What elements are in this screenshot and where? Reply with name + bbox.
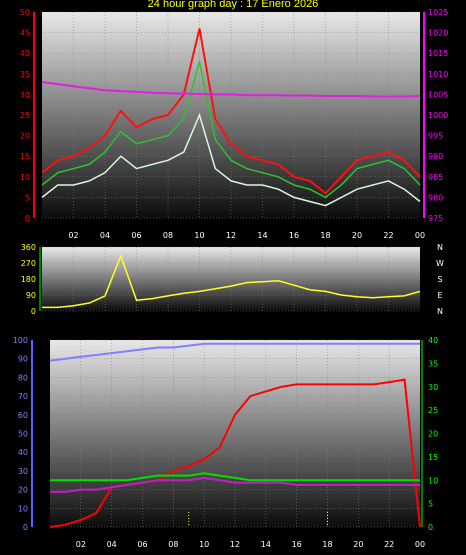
humidity-y-tick-label: 90 — [18, 355, 28, 364]
wind-x-tick-label: 10 — [194, 231, 204, 240]
rain-x-tick-label: 10 — [199, 540, 209, 549]
rain-x-tick-label: 06 — [137, 540, 147, 549]
temp-y-tick-label: 10 — [428, 476, 438, 485]
direction-y-tick-label: 0 — [31, 307, 36, 316]
rain-x-tick-label: 20 — [353, 540, 363, 549]
wind-y-tick-label: 15 — [20, 152, 30, 161]
pressure-y-tick-label: 980 — [428, 193, 443, 202]
temp-y-tick-label: 5 — [428, 500, 433, 509]
humidity-y-tick-label: 50 — [18, 430, 28, 439]
humidity-y-tick-label: 80 — [18, 373, 28, 382]
temp-y-tick-label: 0 — [428, 523, 433, 532]
wind-x-tick-label: 04 — [100, 231, 110, 240]
rain-x-tick-label: 00 — [415, 540, 425, 549]
direction-y-tick-label: 90 — [26, 291, 36, 300]
wind-x-tick-label: 12 — [226, 231, 236, 240]
temp-y-tick-label: 40 — [428, 336, 438, 345]
wind-x-tick-label: 18 — [320, 231, 330, 240]
rain-x-tick-label: 18 — [322, 540, 332, 549]
rain-x-tick-label: 08 — [168, 540, 178, 549]
wind-y-tick-label: 10 — [20, 173, 30, 182]
compass-letter: N — [437, 307, 443, 316]
series-temp — [50, 472, 420, 482]
chart-title: 24 hour graph day : 17 Enero 2026 — [147, 0, 319, 10]
wind-y-tick-label: 5 — [25, 193, 30, 202]
series-direction — [42, 253, 421, 309]
pressure-y-tick-label: 975 — [428, 214, 443, 223]
temp-y-tick-label: 30 — [428, 383, 438, 392]
wind-y-tick-label: 20 — [20, 132, 30, 141]
humidity-y-tick-label: 60 — [18, 411, 28, 420]
series-speed — [41, 112, 421, 207]
pressure-y-tick-label: 985 — [428, 173, 443, 182]
series-pressure — [41, 81, 421, 98]
wind-x-tick-label: 20 — [352, 231, 362, 240]
rain-x-tick-label: 16 — [292, 540, 302, 549]
pressure-y-tick-label: 1005 — [428, 90, 448, 99]
compass-letter: N — [437, 243, 443, 252]
rain-x-tick-label: 14 — [261, 540, 271, 549]
wind-x-tick-label: 22 — [383, 231, 393, 240]
compass-letter: W — [436, 259, 444, 268]
humidity-y-tick-label: 40 — [18, 448, 28, 457]
series-avg — [41, 61, 421, 199]
temp-y-tick-label: 15 — [428, 453, 438, 462]
wind-x-tick-label: 14 — [257, 231, 267, 240]
rain-x-tick-label: 02 — [76, 540, 86, 549]
pressure-y-tick-label: 1010 — [428, 70, 448, 79]
temp-y-tick-label: 20 — [428, 430, 438, 439]
wind-y-tick-label: 45 — [20, 29, 30, 38]
humidity-y-tick-label: 70 — [18, 392, 28, 401]
compass-letter: E — [437, 291, 442, 300]
wind-y-tick-label: 30 — [20, 90, 30, 99]
rain-x-tick-label: 12 — [230, 540, 240, 549]
wind-y-tick-label: 35 — [20, 70, 30, 79]
wind-y-tick-label: 25 — [20, 111, 30, 120]
wind-y-tick-label: 0 — [25, 214, 30, 223]
wind-x-tick-label: 00 — [415, 231, 425, 240]
humidity-y-tick-label: 30 — [18, 467, 28, 476]
temp-y-tick-label: 25 — [428, 406, 438, 415]
compass-letter: S — [437, 275, 442, 284]
rain-x-tick-label: 22 — [384, 540, 394, 549]
wind-x-tick-label: 08 — [163, 231, 173, 240]
temp-y-tick-label: 35 — [428, 359, 438, 368]
direction-y-tick-label: 270 — [21, 259, 36, 268]
wind-x-tick-label: 02 — [68, 231, 78, 240]
series-humidity — [49, 342, 420, 362]
wind-x-tick-label: 06 — [131, 231, 141, 240]
wind-y-tick-label: 50 — [20, 8, 30, 17]
series-dewpoint — [50, 476, 420, 493]
pressure-y-tick-label: 1025 — [428, 8, 448, 17]
series-gust — [41, 28, 421, 195]
pressure-y-tick-label: 995 — [428, 132, 443, 141]
wind-x-tick-label: 16 — [289, 231, 299, 240]
humidity-y-tick-label: 100 — [13, 336, 28, 345]
rain-x-tick-label: 04 — [107, 540, 117, 549]
pressure-y-tick-label: 1020 — [428, 29, 448, 38]
humidity-y-tick-label: 10 — [18, 504, 28, 513]
direction-y-tick-label: 180 — [21, 275, 36, 284]
humidity-y-tick-label: 0 — [23, 523, 28, 532]
humidity-y-tick-label: 20 — [18, 486, 28, 495]
pressure-y-tick-label: 990 — [428, 152, 443, 161]
pressure-y-tick-label: 1015 — [428, 49, 448, 58]
direction-y-tick-label: 360 — [21, 243, 36, 252]
pressure-y-tick-label: 1000 — [428, 111, 448, 120]
wind-y-tick-label: 40 — [20, 49, 30, 58]
